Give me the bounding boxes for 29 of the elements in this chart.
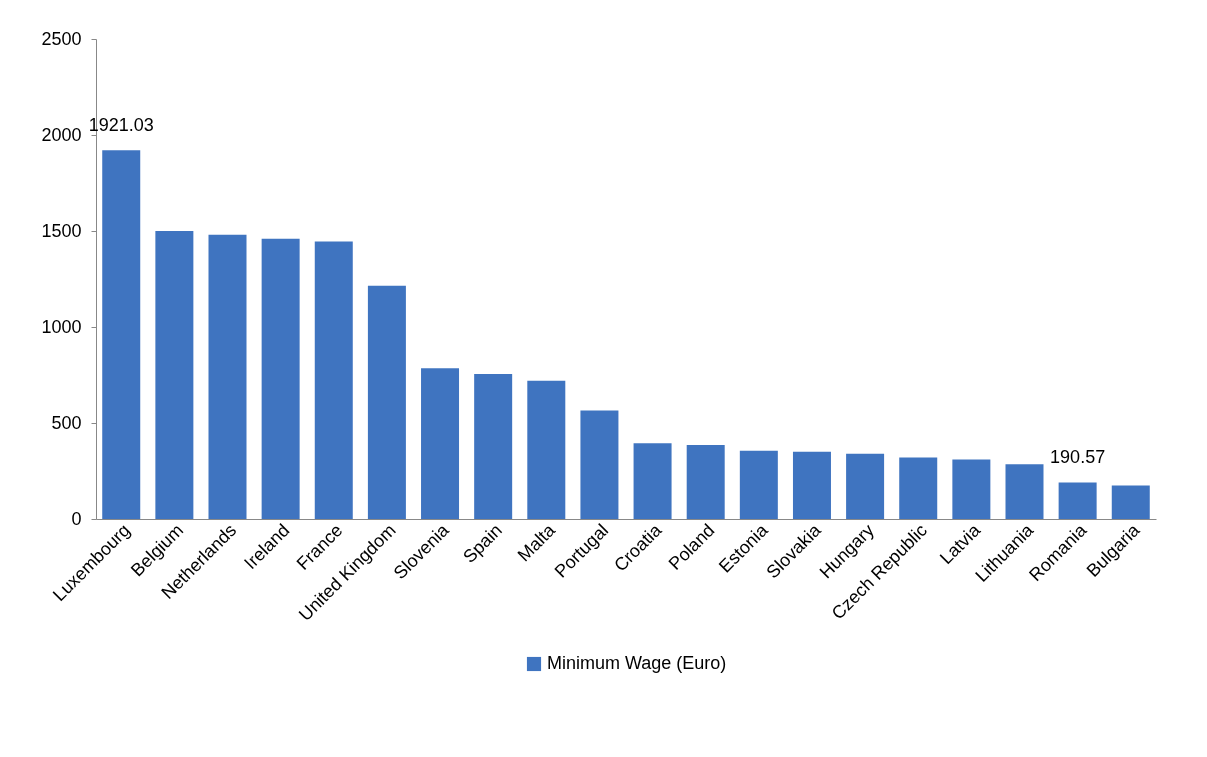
bar	[1005, 464, 1044, 519]
y-tick-label: 2000	[41, 124, 82, 145]
bar	[367, 285, 406, 519]
bar	[792, 451, 831, 519]
bar	[1058, 482, 1097, 519]
bar	[952, 459, 991, 519]
y-tick-label: 1000	[41, 316, 82, 337]
bar	[421, 368, 460, 519]
y-tick-label: 2500	[41, 28, 82, 49]
bar	[314, 241, 353, 519]
legend-label: Minimum Wage (Euro)	[547, 653, 727, 673]
bar	[846, 453, 885, 519]
y-tick-label: 500	[51, 412, 82, 433]
bar	[261, 238, 300, 519]
text: 190.57	[1050, 447, 1106, 468]
bar	[474, 374, 513, 519]
bar	[1111, 485, 1150, 519]
bar	[580, 410, 619, 519]
bar	[633, 443, 672, 519]
y-tick-label: 1500	[41, 220, 82, 241]
bar	[899, 457, 938, 519]
bar	[102, 150, 141, 519]
bar	[527, 380, 566, 519]
bar	[739, 450, 778, 519]
text: 1921.03	[88, 115, 154, 136]
bar	[208, 234, 247, 519]
bar	[155, 231, 194, 519]
y-tick-label: 0	[71, 508, 82, 529]
bar	[686, 445, 725, 519]
